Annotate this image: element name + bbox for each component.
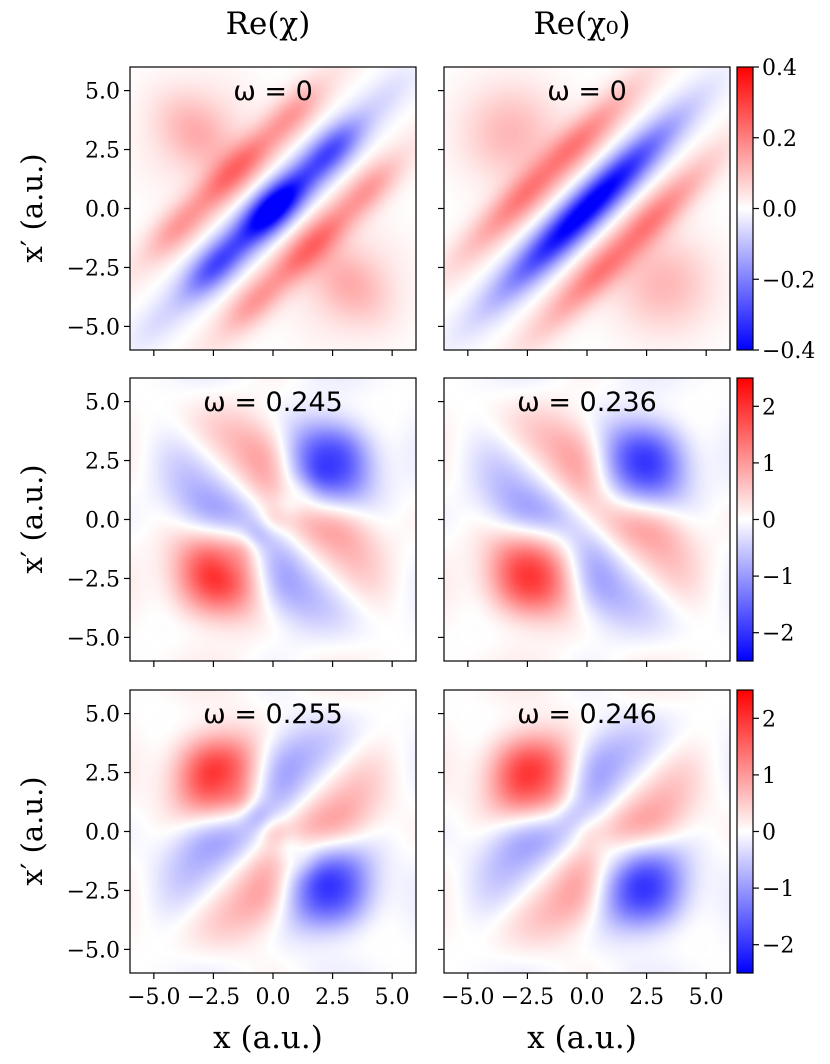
y-tick-label: 2.5 <box>85 762 120 787</box>
x-tick-label: −5.0 <box>441 985 494 1010</box>
y-tick-label: −2.5 <box>67 879 120 904</box>
colorbar-tick-label: −2 <box>762 622 794 647</box>
omega-label: ω = 0.246 <box>517 699 657 730</box>
panel-r3-c2: ω = 0.246 −5.0 −2.5 0.0 2.5 5.0 <box>438 689 731 1010</box>
colorbar-tick-label: 0.2 <box>762 127 797 152</box>
colorbar-gradient <box>736 66 754 351</box>
colorbar-tick-label: 1 <box>762 764 776 789</box>
y-tick-label: −5.0 <box>67 315 120 340</box>
x-tick-label: 0.0 <box>256 985 291 1010</box>
colorbar-gradient <box>736 689 754 974</box>
x-tick-label: −2.5 <box>501 985 554 1010</box>
panels-group: ω = 0 −5.0 −2.5 0.0 2.5 5.0 ω = 0 ω = 0.245 −5.0… <box>67 66 731 1010</box>
y-tick-label: 5.0 <box>85 703 120 728</box>
colorbar-tick-label: −1 <box>762 877 794 902</box>
y-tick-label: −2.5 <box>67 567 120 592</box>
x-tick-label: 5.0 <box>375 985 410 1010</box>
colorbar-tick-label: 0 <box>762 821 776 846</box>
panel-r1-c1: ω = 0 −5.0 −2.5 0.0 2.5 5.0 <box>67 66 417 356</box>
colorbar-gradient <box>736 377 754 662</box>
y-tick-label: 2.5 <box>85 450 120 475</box>
colorbar-tick-label: 2 <box>762 395 776 420</box>
colorbar-row-2: 2 1 0 −1 −2 <box>736 377 794 662</box>
panel-r1-c2: ω = 0 <box>438 66 731 356</box>
omega-label: ω = 0.245 <box>203 387 343 418</box>
heatmap-image <box>444 378 730 661</box>
y-tick-label: −5.0 <box>67 938 120 963</box>
colorbar-tick-label: −0.2 <box>762 268 815 293</box>
omega-label: ω = 0 <box>233 76 313 107</box>
colorbar-tick-label: 0 <box>762 509 776 534</box>
x-tick-label: 5.0 <box>689 985 724 1010</box>
colorbar-tick-label: 0.0 <box>762 198 797 223</box>
omega-label: ω = 0.255 <box>203 699 343 730</box>
x-tick-label: −5.0 <box>127 985 180 1010</box>
heatmap-image <box>444 67 730 350</box>
heatmap-image <box>130 378 416 661</box>
colorbar-row-1: 0.4 0.2 0.0 −0.2 −0.4 <box>736 56 815 364</box>
y-tick-label: 0.0 <box>85 821 120 846</box>
omega-label: ω = 0.236 <box>517 387 657 418</box>
colorbar-tick-label: 2 <box>762 707 776 732</box>
omega-label: ω = 0 <box>547 76 627 107</box>
colorbar-tick-label: −2 <box>762 934 794 959</box>
x-tick-label: 2.5 <box>315 985 350 1010</box>
heatmap-image <box>444 690 730 973</box>
panel-r2-c2: ω = 0.236 <box>438 377 731 667</box>
x-tick-label: −2.5 <box>187 985 240 1010</box>
y-axis-label-row-1: x′ (a.u.) <box>15 153 49 262</box>
colorbar-tick-label: 1 <box>762 452 776 477</box>
column-title-re-chi0: Re(χ₀) <box>533 6 630 42</box>
y-axis-label-row-3: x′ (a.u.) <box>15 776 49 885</box>
colorbar-tick-label: 0.4 <box>762 56 797 81</box>
colorbar-tick-label: −0.4 <box>762 339 815 364</box>
heatmap-image <box>130 67 416 350</box>
y-tick-label: −2.5 <box>67 256 120 281</box>
colorbar-tick-label: −1 <box>762 565 794 590</box>
y-tick-label: 5.0 <box>85 391 120 416</box>
panel-r2-c1: ω = 0.245 −5.0 −2.5 0.0 2.5 5.0 <box>67 377 417 667</box>
x-axis-label-right: x (a.u.) <box>527 1020 637 1056</box>
y-tick-label: 2.5 <box>85 139 120 164</box>
column-title-re-chi: Re(χ) <box>226 6 311 42</box>
x-axis-label-left: x (a.u.) <box>213 1020 323 1056</box>
y-tick-label: 5.0 <box>85 80 120 105</box>
y-tick-label: 0.0 <box>85 198 120 223</box>
y-tick-label: 0.0 <box>85 509 120 534</box>
x-tick-label: 0.0 <box>570 985 605 1010</box>
panel-r3-c1: ω = 0.255 −5.0 −2.5 0.0 2.5 5.0 −5.0 −2.5 0.0 2.5… <box>67 689 417 1010</box>
x-tick-label: 2.5 <box>629 985 664 1010</box>
colorbars-group: 0.4 0.2 0.0 −0.2 −0.4 2 1 0 −1 −2 2 1 0 −1 −2 <box>736 56 815 974</box>
y-axis-label-row-2: x′ (a.u.) <box>15 464 49 573</box>
colorbar-row-3: 2 1 0 −1 −2 <box>736 689 794 974</box>
y-tick-label: −5.0 <box>67 626 120 651</box>
heatmap-image <box>130 690 416 973</box>
